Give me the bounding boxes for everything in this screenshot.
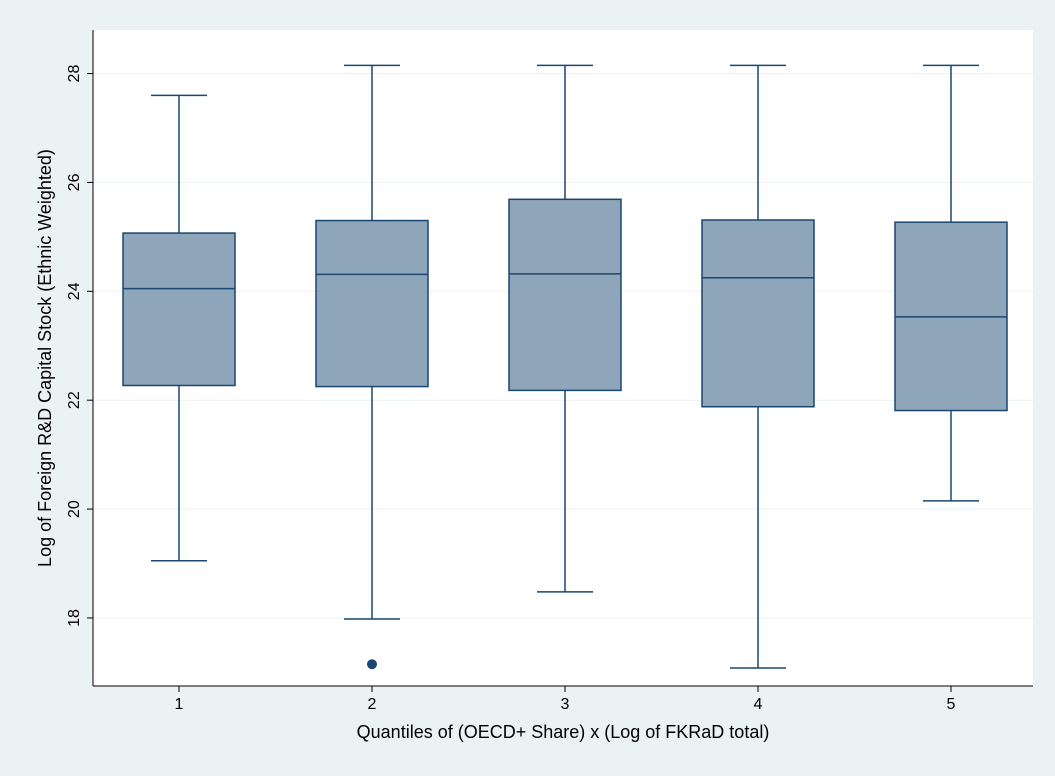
y-tick-label: 20 xyxy=(66,500,83,518)
y-axis-title: Log of Foreign R&D Capital Stock (Ethnic… xyxy=(35,149,55,567)
tick-labels: 18 20 22 24 26 28 1 2 3 4 5 xyxy=(66,65,956,713)
y-tick-label: 18 xyxy=(66,609,83,627)
iqr-box xyxy=(701,219,815,408)
x-axis-title: Quantiles of (OECD+ Share) x (Log of FKR… xyxy=(357,722,770,742)
x-tick-label: 5 xyxy=(947,696,956,713)
y-tick-label: 26 xyxy=(66,173,83,191)
iqr-box xyxy=(122,232,236,387)
x-tick-label: 2 xyxy=(368,696,377,713)
y-tick-label: 28 xyxy=(66,65,83,83)
x-tick-label: 4 xyxy=(754,696,763,713)
y-tick-label: 22 xyxy=(66,391,83,409)
x-tick-label: 1 xyxy=(175,696,184,713)
boxes xyxy=(122,64,1008,670)
iqr-box xyxy=(315,219,429,388)
outlier-point xyxy=(367,659,377,670)
iqr-box xyxy=(508,198,622,392)
y-tick-label: 24 xyxy=(66,282,83,300)
axes xyxy=(92,30,1033,687)
x-tick-label: 3 xyxy=(561,696,570,713)
